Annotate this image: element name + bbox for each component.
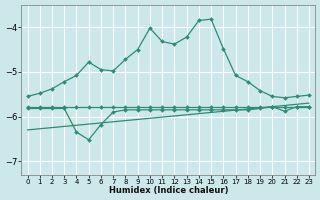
X-axis label: Humidex (Indice chaleur): Humidex (Indice chaleur) xyxy=(108,186,228,195)
